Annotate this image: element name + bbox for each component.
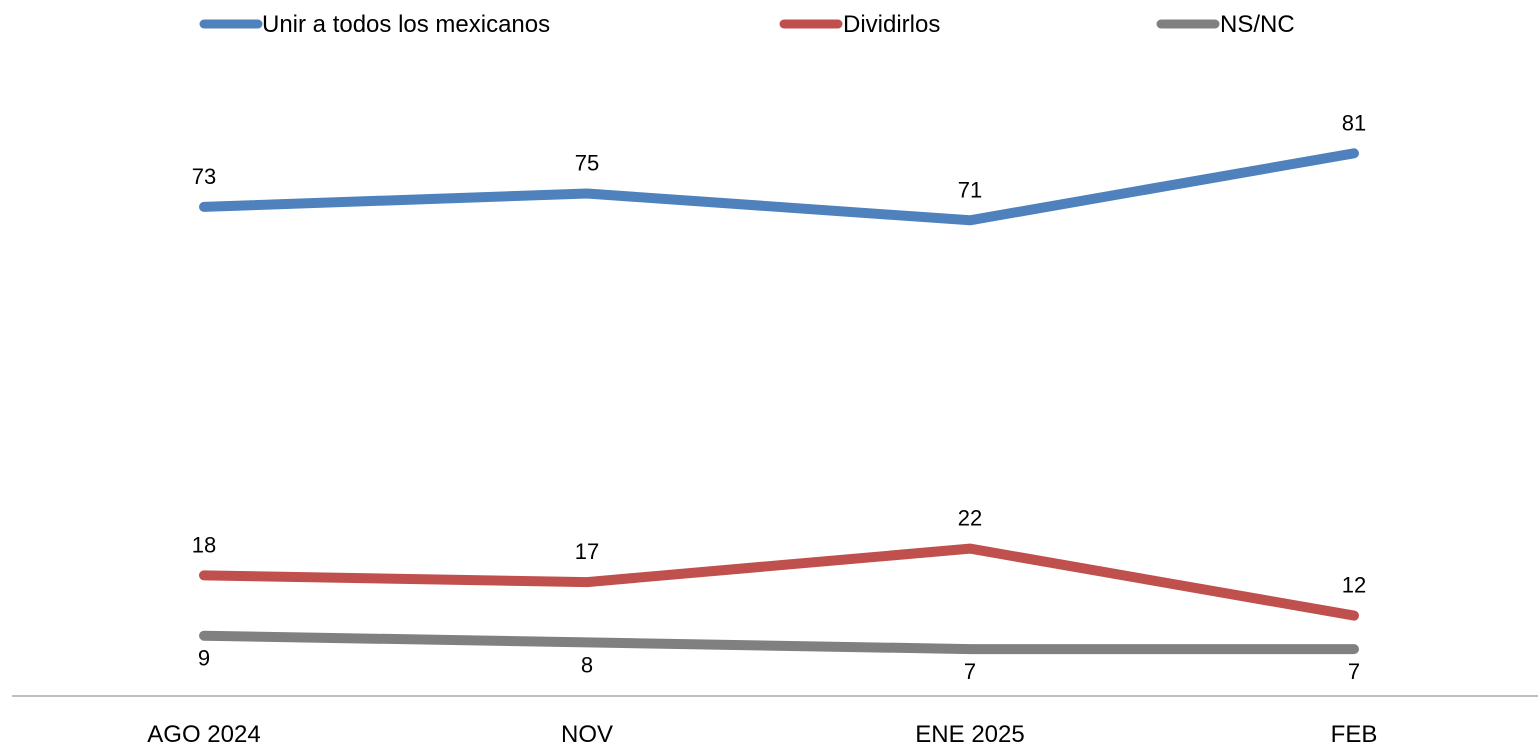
x-tick-label: NOV bbox=[561, 721, 613, 748]
data-label-ns-nc: 8 bbox=[581, 652, 593, 677]
data-label-unir-a-todos-los-mexicanos: 73 bbox=[192, 164, 216, 189]
data-labels: 73 75 71 81 18 17 22 12 9 8 7 7 bbox=[192, 110, 1366, 684]
legend-item-ns-nc: NS/NC bbox=[1156, 11, 1295, 38]
legend-label: Unir a todos los mexicanos bbox=[262, 11, 550, 38]
data-label-ns-nc: 7 bbox=[964, 659, 976, 684]
x-tick-label: ENE 2025 bbox=[915, 721, 1024, 748]
legend-item-dividirlos: Dividirlos bbox=[779, 11, 940, 38]
data-label-dividirlos: 17 bbox=[575, 539, 599, 564]
data-label-unir-a-todos-los-mexicanos: 75 bbox=[575, 151, 599, 176]
legend: Unir a todos los mexicanos Dividirlos NS/N… bbox=[199, 11, 1295, 38]
data-label-ns-nc: 9 bbox=[198, 646, 210, 671]
data-label-unir-a-todos-los-mexicanos: 71 bbox=[958, 177, 982, 202]
data-label-ns-nc: 7 bbox=[1348, 659, 1360, 684]
series-layer bbox=[199, 148, 1359, 655]
data-label-dividirlos: 22 bbox=[958, 506, 982, 531]
x-tick-label: FEB bbox=[1331, 721, 1378, 748]
x-axis: AGO 2024 NOV ENE 2025 FEB bbox=[12, 695, 1538, 748]
legend-label: Dividirlos bbox=[843, 11, 940, 38]
series-line-dividirlos bbox=[199, 543, 1359, 621]
data-label-unir-a-todos-los-mexicanos: 81 bbox=[1342, 110, 1366, 135]
x-tick-label: AGO 2024 bbox=[147, 721, 260, 748]
series-line-ns-nc bbox=[199, 630, 1359, 655]
legend-label: NS/NC bbox=[1220, 11, 1295, 38]
series-line-unir-a-todos-los-mexicanos bbox=[199, 148, 1359, 226]
data-label-dividirlos: 12 bbox=[1342, 573, 1366, 598]
data-label-dividirlos: 18 bbox=[192, 532, 216, 557]
legend-item-unir-a-todos-los-mexicanos: Unir a todos los mexicanos bbox=[199, 11, 550, 38]
